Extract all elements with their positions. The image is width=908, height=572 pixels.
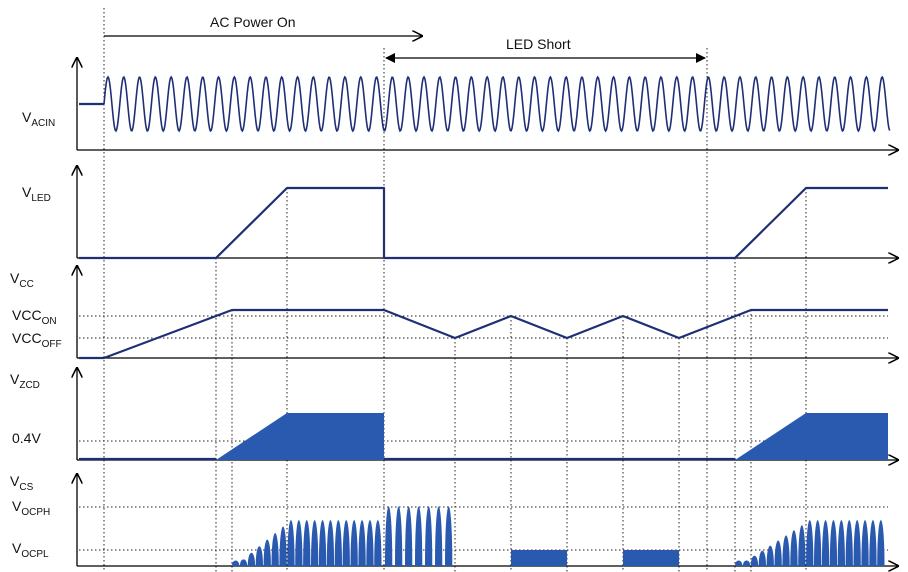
led-short-annotation: LED Short — [385, 36, 706, 63]
vcc-off-label: VCCOFF — [12, 330, 62, 350]
vcs-pulse — [829, 520, 838, 566]
vacin-panel: VACIN — [22, 58, 898, 150]
vcs-pulse — [853, 520, 861, 566]
vcs-pulse — [415, 506, 423, 566]
vcs-pulse — [247, 552, 256, 566]
vzcd-panel: VZCD 0.4V — [10, 368, 898, 460]
vcs-pulse — [239, 559, 248, 566]
vled-label: VLED — [22, 184, 51, 204]
vcs-pulse — [750, 555, 759, 566]
vcs-pulse — [295, 520, 303, 566]
vcc-trace — [79, 308, 888, 360]
vcc-label: VCC — [10, 270, 34, 290]
vcs-pulse — [445, 506, 453, 566]
vcs-pulse — [861, 520, 869, 566]
vcs-pulse — [342, 520, 350, 566]
vcs-pulse — [798, 525, 806, 566]
vcs-pulse — [766, 545, 774, 566]
vcs-pulse — [287, 520, 295, 566]
vcs-pulse — [279, 526, 287, 566]
vcs-pulse — [814, 520, 822, 566]
vcc-on-label: VCCON — [12, 307, 57, 327]
vcs-pulse — [774, 540, 782, 566]
vcs-pulse — [385, 506, 393, 566]
vled-panel: VLED — [22, 166, 898, 258]
vcs-pulse — [334, 520, 342, 566]
vocpl-label: VOCPL — [12, 540, 49, 560]
vcs-pulse — [263, 539, 271, 566]
vcs-pulse — [425, 506, 433, 566]
vcs-pulse — [758, 550, 766, 566]
vcs-pulse — [837, 520, 845, 566]
vcs-pulse — [318, 520, 327, 566]
vcs-pulse — [742, 560, 751, 566]
vacin-label: VACIN — [22, 109, 55, 129]
ac-power-on-label: AC Power On — [210, 14, 296, 30]
vcs-pulse — [782, 535, 790, 566]
vcc-panel: VCC VCCON VCCOFF — [10, 266, 898, 358]
vcs-pulse — [735, 560, 743, 566]
vcs-pulse — [350, 520, 358, 566]
vcs-pulse — [358, 520, 366, 566]
vcs-pulse-train — [232, 506, 885, 566]
vcs-pulse — [374, 520, 382, 566]
vcs-pulse — [405, 506, 413, 566]
vcs-pulse — [877, 520, 885, 566]
vzcd-label: VZCD — [10, 371, 40, 391]
vcs-pulse — [311, 520, 319, 566]
led-short-label: LED Short — [506, 36, 571, 52]
zcd-level-label: 0.4V — [12, 430, 41, 446]
vcs-pulse — [845, 520, 853, 566]
vcs-pulse — [821, 520, 830, 566]
vcs-clamped-pulse — [511, 550, 567, 566]
vcs-clamped-pulse — [623, 550, 679, 566]
timing-guides — [103, 8, 807, 572]
vcs-pulse — [395, 506, 403, 566]
vcs-pulse — [232, 560, 240, 566]
vzcd-filled-region — [735, 413, 888, 460]
vcs-pulse — [271, 533, 279, 566]
vcs-label: VCS — [10, 473, 34, 493]
vcs-pulse — [869, 520, 877, 566]
vcs-pulse — [435, 506, 443, 566]
vcs-pulse — [326, 520, 335, 566]
vled-trace — [79, 186, 888, 260]
vcs-pulse — [806, 520, 814, 566]
vcs-pulse — [303, 520, 311, 566]
vcs-panel: VCS VOCPH VOCPL — [10, 473, 898, 566]
vacin-sine-wave — [103, 75, 891, 133]
ac-power-on-annotation: AC Power On — [104, 14, 422, 36]
vcs-pulse — [366, 520, 374, 566]
vocph-label: VOCPH — [12, 498, 50, 518]
vcs-pulse — [255, 546, 263, 566]
vcs-pulse — [790, 530, 798, 566]
vzcd-filled-region — [216, 413, 384, 460]
